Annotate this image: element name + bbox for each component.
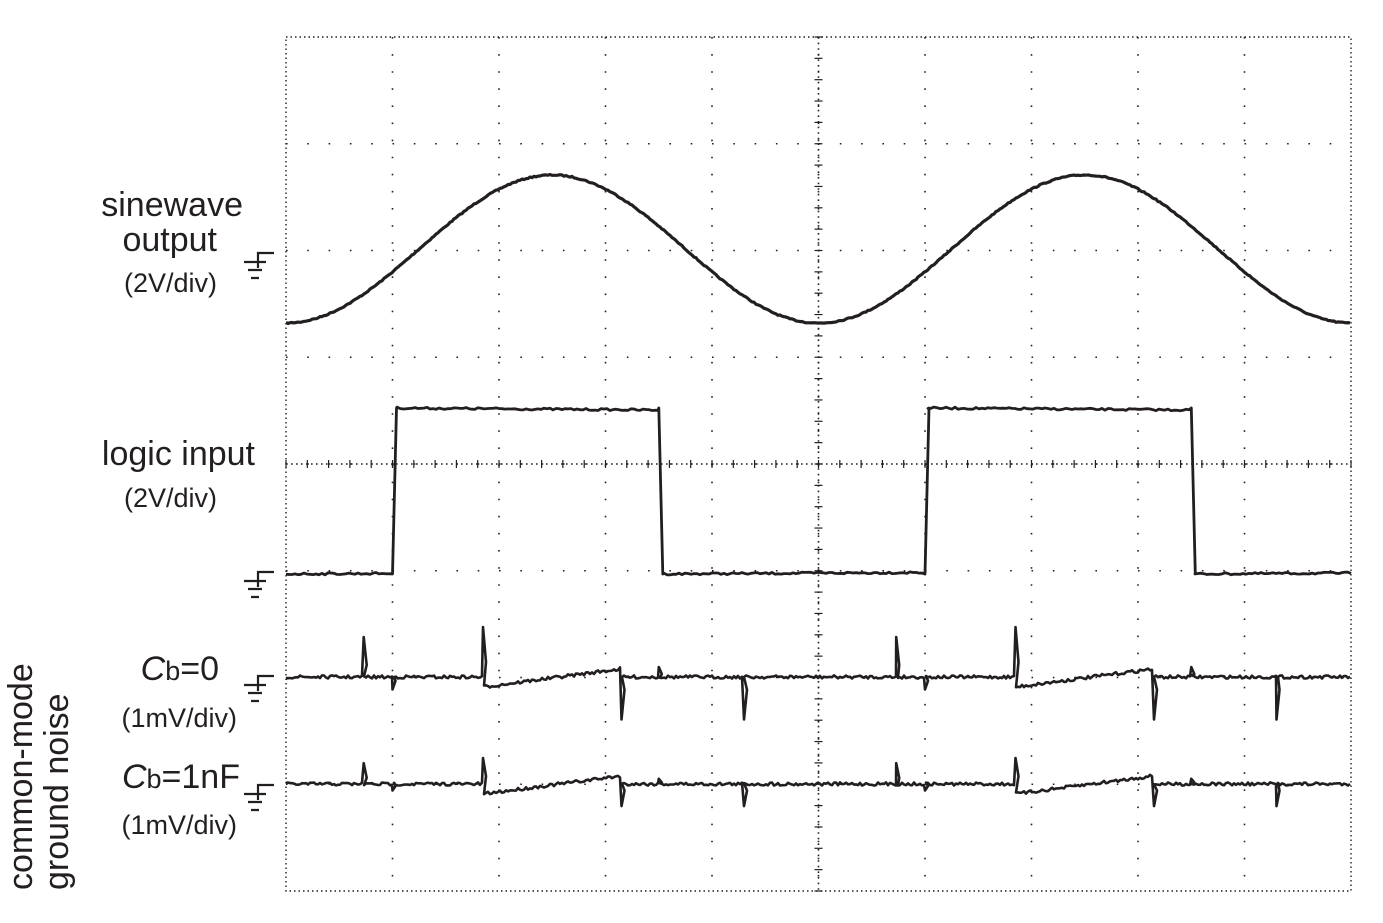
trace-sinewave xyxy=(285,172,1351,326)
cb1nf-scale-label: (1mV/div) xyxy=(121,810,237,840)
trace-logic-input xyxy=(285,405,1352,577)
ground-icon-cb0 xyxy=(244,674,274,703)
ground-icon-cb1nf xyxy=(244,783,274,812)
sinewave-label-line2: output xyxy=(122,221,217,259)
cb0-label: Cb=0 xyxy=(140,650,219,688)
group-label-line1: common-mode xyxy=(2,663,40,890)
common-mode-ground-noise-label: common-mode ground noise xyxy=(2,600,97,890)
logic-input-label: logic input xyxy=(101,435,255,473)
cb0-scale-label: (1mV/div) xyxy=(121,703,237,733)
ground-icon-sinewave xyxy=(244,251,274,280)
sinewave-label-line1: sinewave xyxy=(101,186,243,224)
group-label-line2: ground noise xyxy=(38,693,76,890)
ground-icon-logic xyxy=(244,570,274,599)
traces xyxy=(285,172,1352,808)
trace-cb0-noise xyxy=(285,625,1351,721)
cb1nf-label: Cb=1nF xyxy=(121,758,240,796)
logic-input-scale-label: (2V/div) xyxy=(123,483,217,513)
sinewave-scale-label: (2V/div) xyxy=(123,268,217,298)
ground-markers xyxy=(244,251,274,812)
trace-cb1nf-noise xyxy=(285,756,1351,808)
